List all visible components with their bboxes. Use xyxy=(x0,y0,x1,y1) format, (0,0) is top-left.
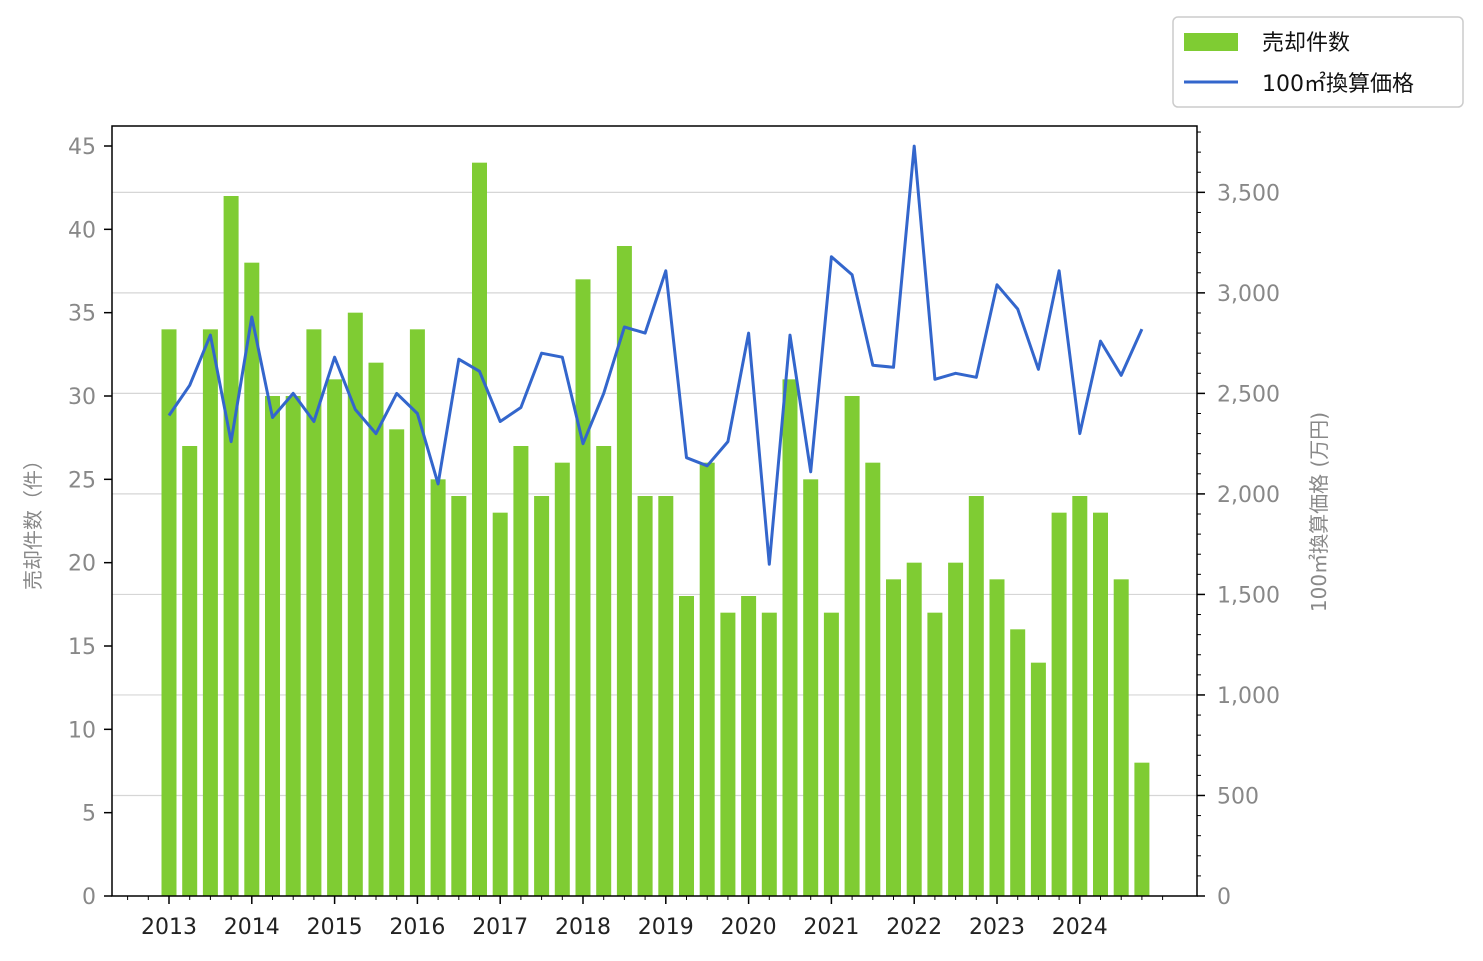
x-tick-label: 2021 xyxy=(803,915,859,940)
bar-2017Q3 xyxy=(534,496,550,896)
y-axis-left-label: 売却件数（件） xyxy=(21,450,45,590)
y-right-tick-label: 1,000 xyxy=(1217,684,1280,709)
x-tick-label: 2024 xyxy=(1052,915,1108,940)
bar-2023Q1 xyxy=(989,579,1005,896)
bar-2018Q1 xyxy=(575,279,591,896)
y-right-tick-label: 2,000 xyxy=(1217,483,1280,508)
bar-series xyxy=(161,162,1150,897)
x-tick-label: 2014 xyxy=(224,915,280,940)
bar-2015Q2 xyxy=(347,312,363,897)
y-right-tick-label: 1,500 xyxy=(1217,583,1280,608)
y-left-tick-label: 5 xyxy=(82,802,96,827)
y-right-tick-label: 3,500 xyxy=(1217,181,1280,206)
bar-2016Q1 xyxy=(409,329,425,896)
x-tick-label: 2016 xyxy=(389,915,445,940)
bar-2021Q3 xyxy=(865,462,881,896)
y-left-tick-label: 35 xyxy=(68,302,96,327)
bar-2013Q3 xyxy=(202,329,218,896)
bar-2015Q1 xyxy=(327,379,343,896)
x-tick-label: 2015 xyxy=(307,915,363,940)
bar-2022Q3 xyxy=(948,562,964,896)
bar-2014Q2 xyxy=(265,396,280,896)
legend-box xyxy=(1172,16,1464,108)
bar-2019Q4 xyxy=(720,612,736,896)
bar-2020Q4 xyxy=(803,479,819,896)
bar-2019Q2 xyxy=(679,596,694,896)
x-tick-label: 2023 xyxy=(969,915,1025,940)
tick-labels: 0 5 10 15 20 25 30 35 40 45 0 500 1,000 1,500 2,000 2,5… xyxy=(68,135,1280,940)
bar-2021Q2 xyxy=(844,396,860,896)
bar-2022Q2 xyxy=(927,612,943,896)
bar-2016Q2 xyxy=(430,479,446,896)
bar-2024Q2 xyxy=(1093,512,1108,896)
legend: 売却件数 100㎡換算価格 xyxy=(1172,16,1464,108)
legend-bar-label: 売却件数 xyxy=(1262,31,1350,56)
legend-line-label: 100㎡換算価格 xyxy=(1262,71,1414,97)
bar-2014Q4 xyxy=(306,329,322,896)
bar-2020Q1 xyxy=(741,596,757,896)
x-tick-label: 2017 xyxy=(472,915,528,940)
bar-2020Q3 xyxy=(782,379,798,896)
bar-2023Q2 xyxy=(1010,629,1026,896)
bar-2019Q1 xyxy=(658,496,674,896)
bar-2013Q1 xyxy=(161,329,177,896)
bar-2019Q3 xyxy=(699,462,715,896)
y-left-tick-label: 40 xyxy=(68,218,96,243)
bar-2024Q3 xyxy=(1113,579,1129,896)
bar-2023Q4 xyxy=(1051,512,1067,896)
y-right-tick-label: 2,500 xyxy=(1217,382,1280,407)
y-left-tick-label: 20 xyxy=(68,552,96,577)
y-left-tick-label: 45 xyxy=(68,135,96,160)
y-left-tick-label: 0 xyxy=(82,885,96,910)
bar-2018Q3 xyxy=(616,246,632,896)
bar-2013Q2 xyxy=(182,446,198,896)
x-tick-label: 2019 xyxy=(638,915,694,940)
bar-2020Q2 xyxy=(761,612,777,896)
y-left-tick-label: 10 xyxy=(68,718,96,743)
bar-2023Q3 xyxy=(1030,662,1046,896)
y-left-tick-label: 30 xyxy=(68,385,96,410)
plot-frame xyxy=(111,125,1198,897)
y-axis-right-label: 100㎡換算価格 (万円) xyxy=(1307,412,1331,612)
x-tick-label: 2020 xyxy=(721,915,777,940)
y-left-tick-label: 15 xyxy=(68,635,96,660)
bar-2021Q1 xyxy=(823,612,839,896)
legend-bar-swatch xyxy=(1184,33,1238,51)
bar-2018Q4 xyxy=(637,496,653,896)
bar-2018Q2 xyxy=(596,446,612,896)
bar-2017Q4 xyxy=(554,462,570,896)
x-tick-label: 2013 xyxy=(141,915,197,940)
bar-2014Q3 xyxy=(285,396,301,896)
bar-2015Q4 xyxy=(389,429,405,896)
x-tick-label: 2018 xyxy=(555,915,611,940)
axis-ticks xyxy=(104,131,1205,904)
bar-2013Q4 xyxy=(223,196,239,896)
bar-2024Q4 xyxy=(1134,762,1150,896)
bar-2016Q3 xyxy=(451,496,467,896)
x-tick-label: 2022 xyxy=(886,915,942,940)
bar-2022Q4 xyxy=(968,496,984,896)
bar-2017Q2 xyxy=(513,446,529,896)
bar-2024Q1 xyxy=(1072,496,1088,896)
bar-2022Q1 xyxy=(906,562,922,896)
bar-2016Q4 xyxy=(472,162,487,896)
price-line xyxy=(167,144,1144,566)
y-right-tick-label: 3,000 xyxy=(1217,282,1280,307)
y-right-tick-label: 500 xyxy=(1217,784,1259,809)
bar-2014Q1 xyxy=(244,262,260,897)
y-right-tick-label: 0 xyxy=(1217,885,1231,910)
bar-2021Q4 xyxy=(886,579,901,896)
y-left-tick-label: 25 xyxy=(68,468,96,493)
bar-2017Q1 xyxy=(492,512,508,896)
bar-2015Q3 xyxy=(368,362,384,897)
